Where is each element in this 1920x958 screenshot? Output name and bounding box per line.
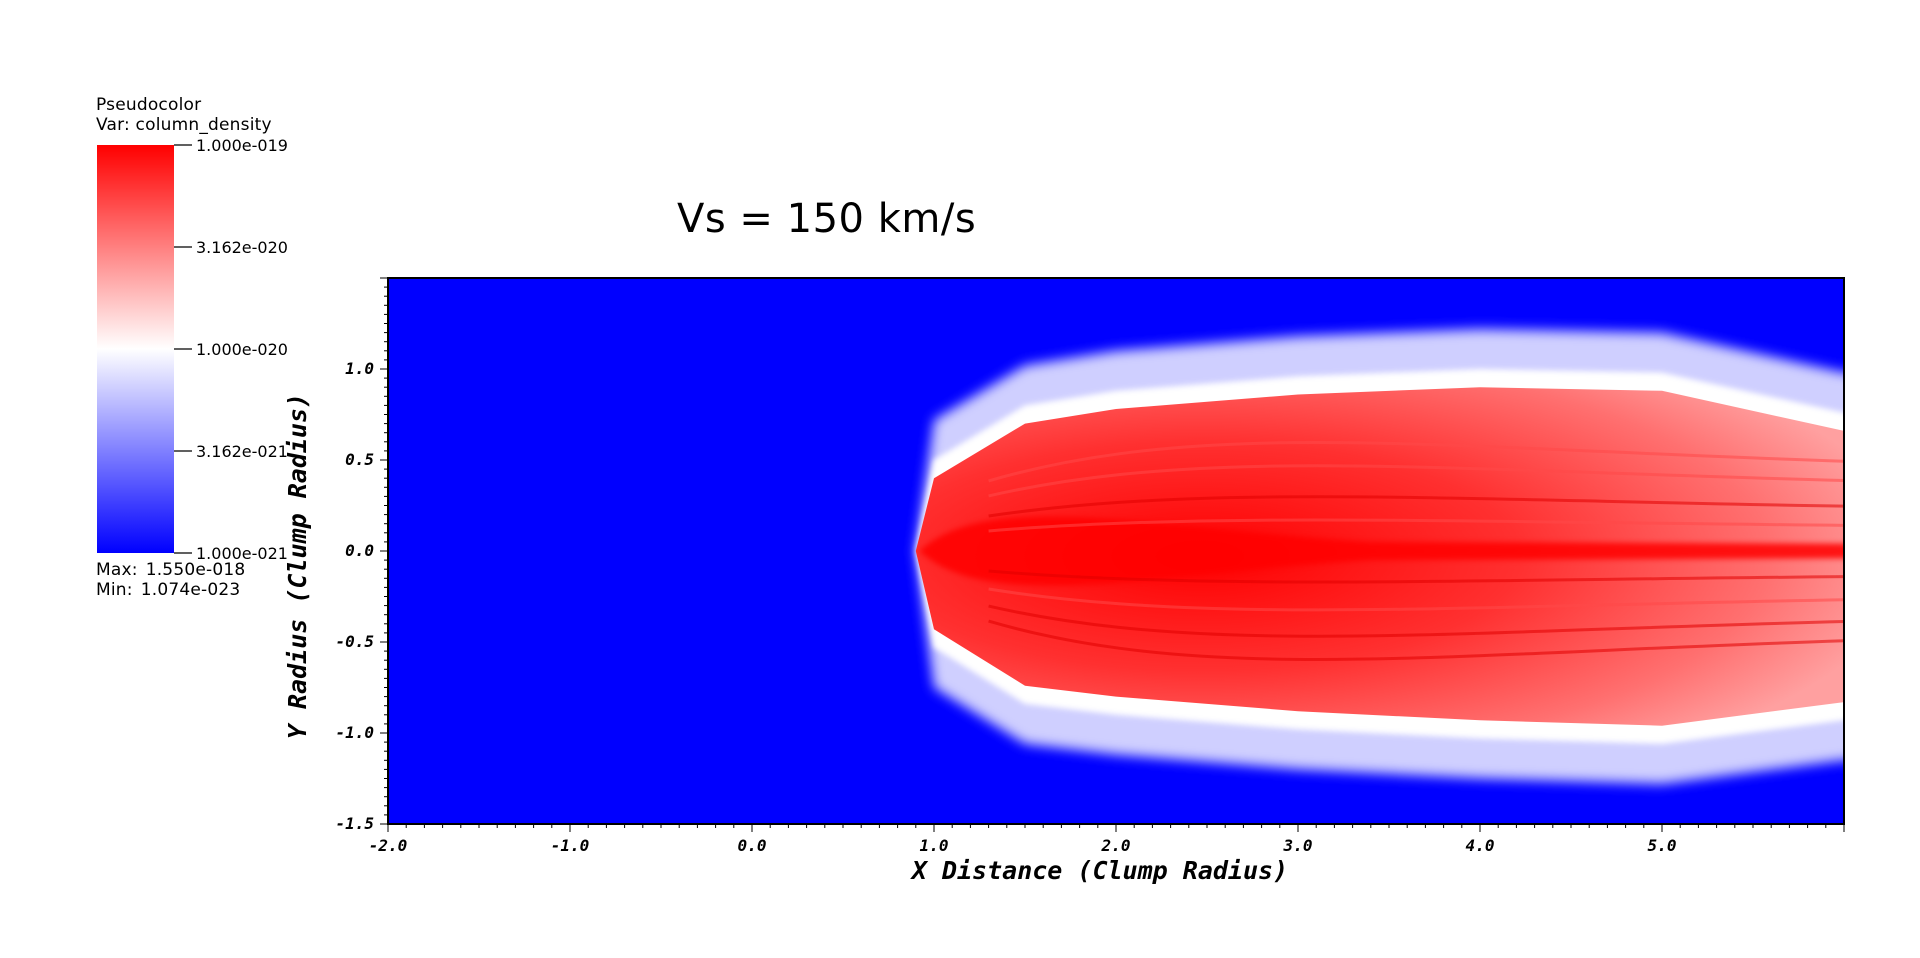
legend-max-value: 1.550e-018 — [145, 560, 246, 580]
y-tick-label: -0.5 — [335, 632, 374, 651]
x-tick-label: 4.0 — [1466, 836, 1495, 855]
legend-min-value: 1.074e-023 — [140, 580, 241, 600]
colorbar-tick-label: 3.162e-021 — [196, 442, 288, 461]
density-field — [915, 329, 1844, 784]
legend-min-label: Min: — [96, 580, 133, 600]
legend-min: Min: 1.074e-023 — [96, 580, 245, 600]
filament — [988, 495, 1844, 518]
colorbar-ticks: 1.000e-019 3.162e-020 1.000e-020 3.162e-021… — [174, 136, 288, 563]
y-tick-label: -1.0 — [335, 723, 374, 742]
y-tick-label: 0.5 — [345, 450, 374, 469]
colorbar-tick-label: 1.000e-021 — [196, 544, 288, 563]
chart-title: Vs = 150 km/s — [677, 196, 977, 242]
y-tick-label: -1.5 — [335, 814, 374, 833]
filament — [988, 604, 1844, 638]
filament — [988, 569, 1844, 584]
legend-max: Max: 1.550e-018 — [96, 560, 245, 580]
colorbar-tick-label: 3.162e-020 — [196, 238, 288, 257]
filament — [988, 441, 1844, 483]
x-tick-label: 1.0 — [920, 836, 949, 855]
legend-max-label: Max: — [96, 560, 138, 580]
central-spine — [919, 516, 1844, 586]
y-axis-label: Y Radius (Clump Radius) — [283, 393, 312, 739]
colorbar-tick-label: 1.000e-019 — [196, 136, 288, 155]
x-tick-label: -2.0 — [369, 836, 408, 855]
filament — [988, 464, 1844, 498]
x-axis: -2.0 -1.0 0.0 1.0 2.0 3.0 4.0 5.0 — [369, 824, 1845, 855]
legend-stats: Max: 1.550e-018 Min: 1.074e-023 — [96, 560, 245, 600]
colorbar: 1.000e-019 3.162e-020 1.000e-020 3.162e-021… — [97, 136, 288, 563]
legend-plot-type: Pseudocolor — [96, 95, 202, 115]
legend-header: Pseudocolor Var: column_density — [96, 95, 272, 135]
y-tick-label: 0.0 — [345, 541, 374, 560]
filament — [988, 587, 1844, 612]
x-tick-label: -1.0 — [551, 836, 590, 855]
y-axis: -1.5 -1.0 -0.5 0.0 0.5 1.0 — [335, 277, 388, 833]
x-tick-label: 2.0 — [1101, 836, 1131, 855]
filament — [988, 518, 1844, 533]
colorbar-tick-label: 1.000e-020 — [196, 340, 288, 359]
plot-area: -2.0 -1.0 0.0 1.0 2.0 3.0 4.0 5.0 -1.5 -1.0 -0.5 0… — [283, 277, 1845, 885]
x-tick-label: 3.0 — [1283, 836, 1313, 855]
filaments — [988, 441, 1844, 661]
x-tick-label: 5.0 — [1648, 836, 1677, 855]
filament — [988, 619, 1844, 661]
colorbar-gradient — [97, 145, 174, 553]
x-axis-label: X Distance (Clump Radius) — [910, 856, 1288, 885]
x-tick-label: 0.0 — [738, 836, 767, 855]
legend-variable: Var: column_density — [96, 115, 272, 135]
y-tick-label: 1.0 — [345, 359, 374, 378]
